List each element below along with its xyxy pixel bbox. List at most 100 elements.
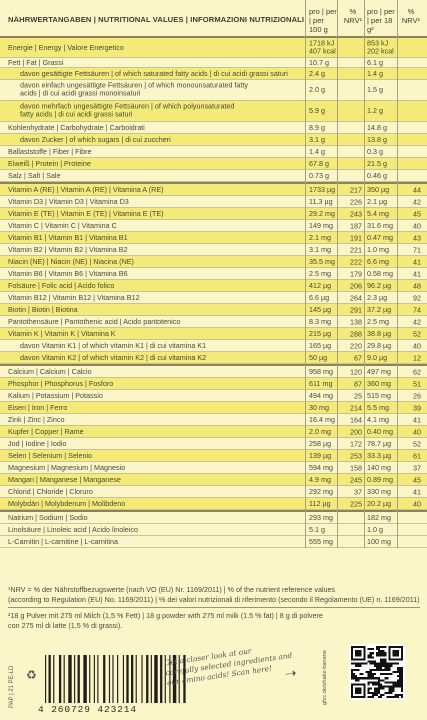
table-row: Fett | Fat | Grassi 10.7 g 6.1 g xyxy=(0,57,427,68)
nutrient-name: Linolsäure | Linoleic acid | Acido linol… xyxy=(8,524,138,534)
value-per-100g: 0.73 g xyxy=(309,170,329,180)
value-per-serving: 21.5 g xyxy=(367,158,387,168)
nrv-per-serving: 51 xyxy=(413,379,421,388)
value-per-100g: 4.9 mg xyxy=(309,474,331,484)
nrv-per-100g: 172 xyxy=(350,439,362,448)
value-per-100g: 3.1 g xyxy=(309,134,325,144)
value-per-100g: 3.1 mg xyxy=(309,244,331,254)
value-per-serving: 9.0 µg xyxy=(367,352,388,362)
value-per-100g: 8.3 mg xyxy=(309,316,331,326)
nrv-per-serving: 61 xyxy=(413,451,421,460)
recycle-text: PAP | 21 PE-LD xyxy=(9,665,15,708)
value-per-serving: 5.4 mg xyxy=(367,208,389,218)
value-per-serving: 2.5 mg xyxy=(367,316,389,326)
nutrient-name: Fett | Fat | Grassi xyxy=(8,57,64,67)
value-per-100g: 2.0 g xyxy=(309,84,325,94)
table-row: davon Vitamin K2 | of which vitamin K2 |… xyxy=(0,352,427,364)
nrv-per-serving: 48 xyxy=(413,281,421,290)
value-per-serving: 0.47 mg xyxy=(367,232,393,242)
nutrient-name: Vitamin D3 | Vitamin D3 | Vitamina D3 xyxy=(8,196,129,206)
value-per-100g: 6.6 µg xyxy=(309,292,330,302)
value-per-100g: 215 µg xyxy=(309,328,332,338)
qr-code-icon[interactable] xyxy=(349,644,405,700)
footnote-nrv: ¹NRV = % der Nährstoffbezugswerte (nach … xyxy=(8,585,336,594)
column-divider xyxy=(397,0,398,548)
value-per-serving: 1.4 g xyxy=(367,68,383,78)
value-per-serving: 5.5 mg xyxy=(367,402,389,412)
value-per-serving: 182 mg xyxy=(367,512,391,522)
footnote-serving: ²18 g Pulver mit 275 ml Milch (1,5 % Fet… xyxy=(8,611,323,621)
nrv-per-100g: 25 xyxy=(354,391,362,400)
value-per-100g: 67.8 g xyxy=(309,158,329,168)
nrv-per-100g: 187 xyxy=(350,221,362,230)
nrv-per-serving: 40 xyxy=(413,221,421,230)
value-per-serving: 350 µg xyxy=(367,184,390,194)
nrv-per-serving: 41 xyxy=(413,415,421,424)
nutrient-name: davon Vitamin K2 | of which vitamin K2 |… xyxy=(20,352,207,362)
nrv-per-100g: 87 xyxy=(354,379,362,388)
table-row: Magnesium | Magnesium | Magnesio 594 mg 15… xyxy=(0,462,427,474)
table-row: davon Vitamin K1 | of which vitamin K1 |… xyxy=(0,340,427,352)
nutrient-name: Magnesium | Magnesium | Magnesio xyxy=(8,462,126,472)
table-row: Vitamin E (TE) | Vitamin E (TE) | Vitami… xyxy=(0,208,427,220)
nutrient-name: Biotin | Biotin | Biotina xyxy=(8,304,78,314)
value-per-100g: 16.4 mg xyxy=(309,414,335,424)
nutrient-name: Natrium | Sodium | Sodio xyxy=(8,512,88,522)
value-per-serving: 853 kJ 202 kcal xyxy=(367,38,394,56)
table-row: Kohlenhydrate | Carbohydrate | Carboidra… xyxy=(0,122,427,134)
nutrient-name: Vitamin B1 | Vitamin B1 | Vitamina B1 xyxy=(8,232,128,242)
scan-callout: Get a closer look at our carefully selec… xyxy=(164,638,317,689)
nutrient-name: Pantothensäure | Pantothenic acid | Acid… xyxy=(8,316,181,326)
nutrient-name: Vitamin A (RE) | Vitamin A (RE) | Vitami… xyxy=(8,184,164,194)
table-row: Biotin | Biotin | Biotina 145 µg 291 37.2 µ… xyxy=(0,304,427,316)
nutrient-name: L-Carnitin | L-carnitine | L-carnitina xyxy=(8,536,118,546)
column-divider xyxy=(305,0,306,548)
nrv-per-serving: 43 xyxy=(413,233,421,242)
nutrient-name: Jod | Iodine | Iodio xyxy=(8,438,67,448)
nrv-per-100g: 291 xyxy=(350,305,362,314)
value-per-100g: 1718 kJ 407 kcal xyxy=(309,38,336,56)
col-per-100g-header: pro | per | per 100 g xyxy=(309,7,337,34)
nutrient-name: Niacin (NE) | Niacin (NE) | Niacina (NE) xyxy=(8,256,134,266)
column-divider xyxy=(337,0,338,548)
nutrient-name: Eiweiß | Protein | Proteine xyxy=(8,158,91,168)
nrv-per-100g: 217 xyxy=(350,185,362,194)
nrv-per-100g: 225 xyxy=(350,499,362,508)
nrv-per-100g: 220 xyxy=(350,341,362,350)
table-row: davon Zucker | of which sugars | di cui … xyxy=(0,134,427,146)
table-row: Phosphor | Phosphorus | Fosforo 611 mg 87 3… xyxy=(0,378,427,390)
value-per-100g: 2.5 mg xyxy=(309,268,331,278)
nrv-per-100g: 179 xyxy=(350,269,362,278)
nrv-per-100g: 191 xyxy=(350,233,362,242)
value-per-100g: 50 µg xyxy=(309,352,328,362)
value-per-serving: 20.2 µg xyxy=(367,498,392,508)
value-per-100g: 5.9 g xyxy=(309,105,325,115)
footnotes: ¹NRV = % der Nährstoffbezugswerte (nach … xyxy=(8,585,420,630)
value-per-serving: 6.1 g xyxy=(367,57,383,67)
nutrient-name: Vitamin B12 | Vitamin B12 | Vitamina B12 xyxy=(8,292,140,302)
nrv-per-serving: 42 xyxy=(413,317,421,326)
value-per-serving: 38.8 µg xyxy=(367,328,392,338)
value-per-100g: 35.5 mg xyxy=(309,256,335,266)
nrv-per-serving: 40 xyxy=(413,499,421,508)
value-per-serving: 13.8 g xyxy=(367,134,387,144)
table-row: Selen | Selenium | Selenio 139 µg 253 33.3 … xyxy=(0,450,427,462)
column-divider xyxy=(364,0,365,548)
table-row: Vitamin B1 | Vitamin B1 | Vitamina B1 2.1… xyxy=(0,232,427,244)
value-per-100g: 30 mg xyxy=(309,402,329,412)
nrv-per-serving: 39 xyxy=(413,403,421,412)
table-row: Vitamin B2 | Vitamin B2 | Vitamina B2 3.1… xyxy=(0,244,427,256)
nutrient-name: Vitamin B6 | Vitamin B6 | Vitamina B6 xyxy=(8,268,128,278)
nutrient-name: Zink | Zinc | Zinco xyxy=(8,414,65,424)
value-per-serving: 360 mg xyxy=(367,378,391,388)
nutrient-name: Calcium | Calcium | Calcio xyxy=(8,366,92,376)
table-row: Mangan | Manganese | Manganese 4.9 mg 245 0… xyxy=(0,474,427,486)
value-per-100g: 29.2 mg xyxy=(309,208,335,218)
nrv-per-100g: 264 xyxy=(350,293,362,302)
value-per-100g: 11.3 µg xyxy=(309,196,333,206)
nutrient-name: Kohlenhydrate | Carbohydrate | Carboidra… xyxy=(8,122,145,132)
value-per-serving: 1.5 g xyxy=(367,84,383,94)
nutrient-name: davon gesättigte Fettsäuren | of which s… xyxy=(20,68,288,78)
arrow-right-icon: ➝ xyxy=(283,665,298,683)
recycle-info: PAP | 21 PE-LD xyxy=(3,650,23,708)
